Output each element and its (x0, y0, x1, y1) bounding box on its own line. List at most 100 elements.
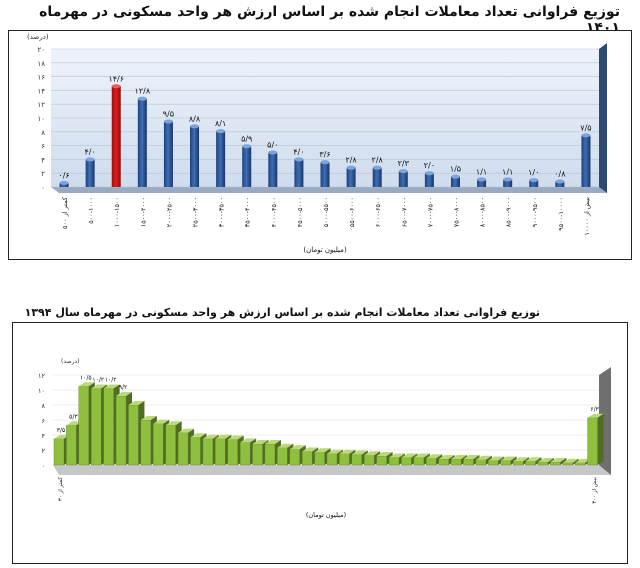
chart1-data-label: ۰/۶ (58, 171, 69, 180)
chart1-bar-cap (503, 177, 513, 182)
chart2-frame: ۰ ۲ ۴ ۶ ۸ ۱۰ ۱۲ (درصد) ۳/۵ ۵/۳ ۱۰/۵ ۱۰/۲ ۱۰/۲ ۹/۲ ۶/۳ ک… (12, 322, 628, 564)
chart2-bar (463, 458, 474, 466)
chart2-bar (587, 417, 598, 466)
chart2-floor (53, 465, 611, 475)
chart1-bar (424, 173, 434, 187)
chart2-bar-top (537, 458, 554, 462)
chart1-category-label: ۱۵۰۰-۲۰۰۰ (139, 197, 147, 227)
chart1-bar (372, 167, 382, 187)
chart2-bar-top (327, 449, 343, 454)
chart1-data-label: ۱/۰ (528, 168, 539, 177)
chart1-bar-cap (85, 157, 95, 162)
chart1-category-label: ۲۰۰۰-۲۵۰۰ (165, 197, 173, 227)
chart1-data-label: ۸/۸ (189, 114, 201, 123)
chart1-data-label: ۱۴/۶ (108, 74, 124, 83)
chart1-category-label: ۴۰۰۰-۴۵۰۰ (270, 197, 278, 227)
chart2-bar-top (252, 440, 269, 444)
chart2-bar-side (572, 458, 579, 465)
chart1-bar (529, 180, 539, 187)
chart2-bar-top (426, 454, 443, 459)
chart2-bar-top (451, 455, 468, 459)
chart2-bar-top (339, 449, 356, 454)
chart2-bar-top (277, 443, 294, 448)
chart1-data-label: ۰/۸ (554, 169, 566, 178)
chart2-bar (475, 459, 487, 466)
chart2-data-label: ۱۰/۲ (92, 377, 104, 384)
chart2-bar-top (302, 447, 319, 452)
chart1-xlabel: (میلیون تومان) (303, 246, 347, 254)
chart1-data-label: ۹/۵ (163, 109, 174, 118)
chart1-bar (85, 159, 95, 187)
chart1-ytick-label: ۲۰ (37, 46, 45, 54)
chart2-bar-top (103, 384, 120, 389)
chart2-bar (326, 453, 338, 466)
chart2-bar (301, 451, 313, 466)
chart2-bar (177, 432, 189, 466)
chart1-data-label: ۷/۵ (580, 123, 591, 132)
chart1-data-label: ۱/۱ (476, 167, 487, 176)
chart2-data-label: ۱۰/۲ (105, 377, 117, 384)
chart2-bar (289, 449, 300, 466)
chart1-ytick-label: ۸ (41, 129, 45, 137)
chart1-bar (346, 167, 356, 187)
chart1-ytick-label: ۱۴ (37, 87, 45, 95)
chart2-data-label: ۶/۳ (590, 406, 599, 413)
chart1-bar-cap (137, 96, 147, 101)
chart2-bar-top (178, 428, 195, 433)
chart1-bar (294, 159, 304, 187)
chart1-side-wall (599, 43, 607, 193)
chart2-bar (202, 438, 214, 466)
chart2-bar-top (364, 451, 381, 456)
chart2-bar-top (289, 445, 306, 450)
chart2-bar (426, 458, 437, 466)
chart1-bar-cap (555, 179, 565, 184)
chart2-bar (574, 462, 586, 466)
chart2-bar-top (389, 453, 406, 458)
chart1-data-label: ۲/۸ (372, 156, 384, 165)
chart1-data-label: ۱/۵ (450, 165, 461, 174)
chart1-bar-cap (111, 84, 121, 89)
chart2-ytick-label: ۱۰ (38, 387, 45, 395)
chart2-bar (53, 438, 65, 466)
chart2-bar (488, 460, 499, 466)
chart1-svg: ۰ ۲ ۴ ۶ ۸ ۱۰ ۱۲ ۱۴ ۱۶ ۱۸ ۲۰ (درصد) ۰/۶ کمتر از ۵۰۰ ۴/۰… (27, 33, 607, 254)
chart2-bar (128, 404, 139, 466)
chart1-category-label: ۸۰۰۰-۸۵۰۰ (479, 197, 487, 227)
chart2-bar-top (314, 448, 331, 453)
chart1-bar (581, 135, 591, 187)
chart1-category-label: ۷۰۰۰-۷۵۰۰ (426, 197, 434, 227)
chart1-ytick-label: ۰ (41, 184, 45, 192)
chart2-bar-top (240, 438, 257, 443)
chart1-bar (59, 182, 69, 187)
chart1-bar-cap (529, 178, 539, 183)
chart2-bar-top (215, 434, 232, 439)
chart1-category-label: ۶۰۰۰-۶۵۰۰ (374, 197, 382, 227)
chart2-bar (351, 454, 363, 466)
chart2-bar (314, 452, 325, 466)
chart2-bar-top (575, 458, 592, 463)
chart2-bar-top (500, 456, 517, 461)
chart2-ytick-label: ۸ (42, 402, 46, 410)
chart1-bar (216, 131, 226, 187)
chart2-bar-top (475, 455, 492, 460)
chart1-bar-cap (477, 177, 487, 182)
chart1-category-label: ۸۵۰۰-۹۰۰۰ (505, 197, 513, 227)
chart1-bar-cap (190, 124, 200, 129)
chart2-bar-top (401, 453, 418, 458)
chart1-data-label: ۲/۸ (345, 156, 357, 165)
chart1-bar-cap (346, 165, 356, 170)
chart2-xlabel: (میلیون تومان) (306, 511, 346, 519)
chart1-ytick-label: ۱۰ (37, 115, 45, 123)
chart1-data-label: ۳/۶ (319, 150, 330, 159)
chart1-category-label: ۴۵۰۰-۵۰۰۰ (296, 197, 304, 227)
chart2-bar-top (513, 457, 530, 462)
chart1-bar-cap (268, 150, 278, 155)
chart2-bar-side (547, 458, 554, 465)
chart2-bar (512, 461, 524, 466)
chart2-bar (78, 386, 90, 466)
chart2-bar-top (587, 413, 604, 418)
chart2-bar (550, 461, 561, 466)
chart1-ytick-label: ۴ (41, 156, 45, 164)
chart1-category-label: ۳۰۰۰-۳۵۰۰ (218, 197, 226, 227)
